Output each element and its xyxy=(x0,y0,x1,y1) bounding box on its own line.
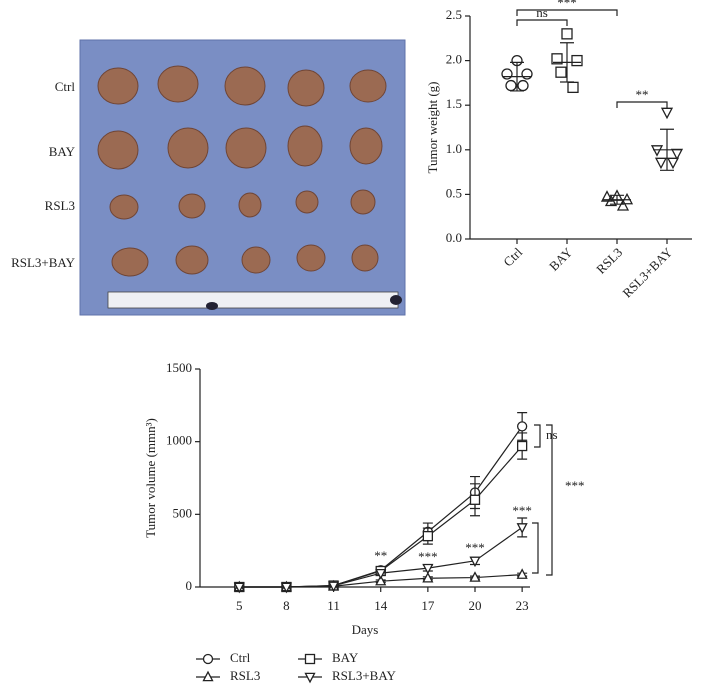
legend-label: RSL3+BAY xyxy=(332,668,397,683)
significance-bracket xyxy=(516,19,568,26)
y-tick-label: 0.5 xyxy=(446,185,462,200)
marker xyxy=(375,568,387,580)
significance-bracket xyxy=(532,522,539,574)
y-tick-label: 0 xyxy=(186,578,193,593)
x-tick-label: 5 xyxy=(236,598,243,613)
x-axis-label: Days xyxy=(352,622,379,637)
marker xyxy=(670,148,684,161)
marker xyxy=(660,107,674,120)
marker xyxy=(571,54,583,67)
significance-label: *** xyxy=(512,503,532,518)
marker xyxy=(304,653,316,665)
marker xyxy=(561,28,573,40)
marker xyxy=(422,530,434,542)
significance-bracket xyxy=(616,101,668,108)
x-tick-label: Ctrl xyxy=(500,244,525,269)
significance-bracket xyxy=(516,9,618,16)
marker xyxy=(469,556,481,568)
marker xyxy=(501,68,513,80)
y-axis-label: Tumor volume (mmn³) xyxy=(143,418,158,538)
x-tick-label: RSL3 xyxy=(593,245,625,277)
marker xyxy=(555,66,567,78)
y-tick-label: 2.5 xyxy=(446,7,462,22)
significance-label: ns xyxy=(536,5,548,20)
y-tick-label: 1000 xyxy=(166,433,192,448)
legend-label: RSL3 xyxy=(230,668,260,683)
marker xyxy=(551,53,563,65)
marker xyxy=(616,199,630,211)
error-bar xyxy=(610,194,624,205)
row-label: RSL3+BAY xyxy=(11,255,76,270)
y-tick-label: 2.0 xyxy=(446,52,462,67)
y-tick-label: 1500 xyxy=(166,360,192,375)
significance-bracket xyxy=(534,424,541,448)
marker xyxy=(666,157,680,170)
error-bar xyxy=(510,61,524,92)
marker xyxy=(516,421,528,432)
marker xyxy=(202,670,214,682)
x-tick-label: 14 xyxy=(374,598,388,613)
significance-label: ** xyxy=(636,87,649,102)
x-tick-label: 23 xyxy=(516,598,529,613)
marker xyxy=(505,79,517,92)
x-tick-label: 8 xyxy=(283,598,290,613)
error-bar xyxy=(660,128,674,171)
marker xyxy=(620,192,634,205)
marker xyxy=(202,653,214,665)
marker xyxy=(650,145,664,157)
marker xyxy=(567,81,579,94)
row-label: BAY xyxy=(49,144,76,159)
marker xyxy=(654,157,668,170)
y-tick-label: 1.5 xyxy=(446,96,462,111)
photo-border xyxy=(79,39,406,316)
y-axis-label: Tumor weight (g) xyxy=(425,82,440,174)
x-tick-label: 17 xyxy=(421,598,435,613)
marker xyxy=(469,494,481,505)
legend-label: BAY xyxy=(332,650,359,665)
y-tick-label: 1.0 xyxy=(446,141,462,156)
marker xyxy=(280,582,293,594)
marker xyxy=(422,563,434,575)
row-label: RSL3 xyxy=(45,198,75,213)
marker xyxy=(516,568,528,579)
significance-label: *** xyxy=(565,478,585,493)
marker xyxy=(516,523,528,534)
legend-label: Ctrl xyxy=(230,650,251,665)
y-tick-label: 0.0 xyxy=(446,230,462,245)
significance-label: *** xyxy=(418,549,438,564)
tumor-photo xyxy=(79,39,406,316)
x-tick-label: 20 xyxy=(469,598,482,613)
significance-label: ** xyxy=(374,548,387,563)
x-tick-label: BAY xyxy=(546,244,576,274)
marker xyxy=(600,190,614,202)
ruler-mark xyxy=(390,295,402,305)
x-tick-label: 11 xyxy=(327,598,340,613)
x-tick-label: RSL3+BAY xyxy=(619,244,675,300)
significance-bracket xyxy=(546,424,553,576)
marker xyxy=(516,440,528,452)
marker xyxy=(517,79,529,92)
significance-label: *** xyxy=(465,540,485,555)
tumors xyxy=(97,65,387,277)
marker xyxy=(375,574,387,586)
error-bar xyxy=(560,42,574,83)
marker xyxy=(422,571,434,583)
marker xyxy=(604,194,618,207)
ruler xyxy=(107,291,399,309)
ruler-mark xyxy=(206,302,218,310)
y-tick-label: 500 xyxy=(173,505,193,520)
marker xyxy=(521,68,533,80)
marker xyxy=(304,672,316,684)
marker xyxy=(233,582,245,594)
marker xyxy=(469,571,481,582)
significance-label: *** xyxy=(557,0,577,10)
marker xyxy=(327,581,340,593)
row-label: Ctrl xyxy=(55,79,76,94)
